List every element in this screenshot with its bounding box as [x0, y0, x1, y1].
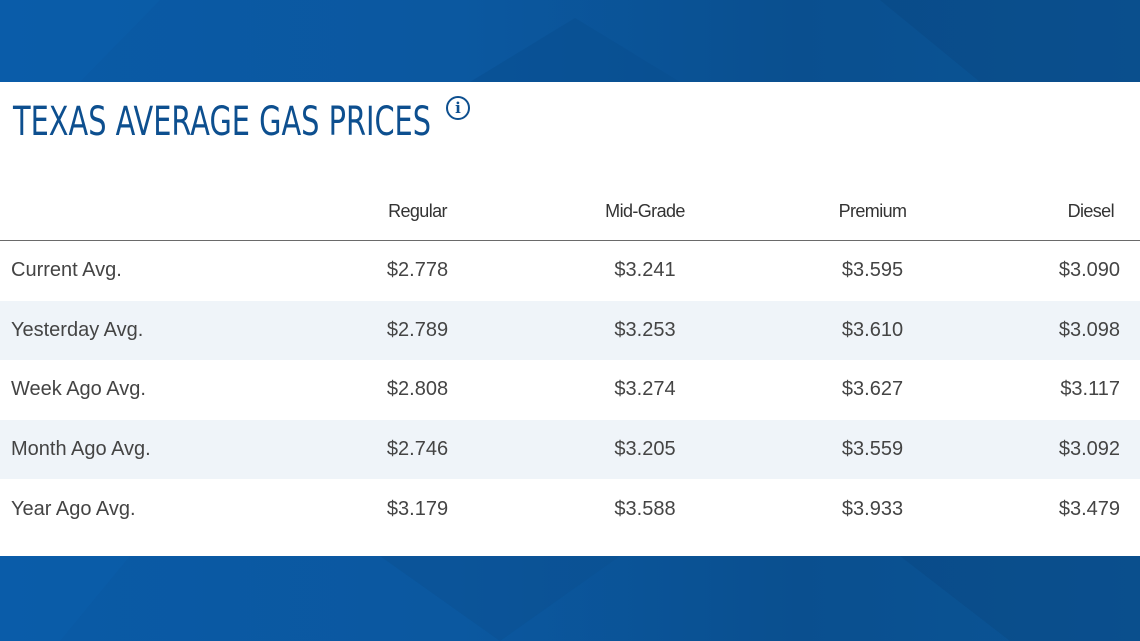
table-row: Yesterday Avg. $2.789 $3.253 $3.610 $3.0…: [0, 300, 1140, 361]
column-header-label: [0, 182, 307, 241]
diesel-price: $3.479: [1058, 497, 1120, 520]
mid-grade-price: $3.253: [528, 300, 762, 361]
premium-price: $3.933: [841, 497, 904, 520]
table-header-row: Regular Mid-Grade Premium Diesel: [0, 182, 1140, 241]
diesel-price: $3.117: [1060, 378, 1120, 401]
column-header-premium: Premium: [762, 182, 983, 241]
table-row: Week Ago Avg. $2.808 $3.274 $3.627 $3.11…: [0, 360, 1140, 420]
premium-price: $3.610: [762, 300, 983, 361]
bottom-banner: [0, 556, 1140, 641]
title-area: TEXAS AVERAGE GAS PRICES i: [13, 96, 594, 156]
diesel-price: $3.092: [983, 419, 1140, 480]
column-header-mid-grade: Mid-Grade: [528, 182, 762, 241]
premium-price: $3.559: [762, 419, 983, 480]
premium-price: $3.627: [841, 378, 904, 401]
row-label: Year Ago Avg.: [11, 497, 136, 520]
table-row: Month Ago Avg. $2.746 $3.205 $3.559 $3.0…: [0, 419, 1140, 480]
regular-price: $2.808: [386, 378, 449, 401]
table-row: Year Ago Avg. $3.179 $3.588 $3.933 $3.47…: [0, 479, 1140, 539]
column-header-diesel: Diesel: [983, 182, 1140, 241]
table-row: Current Avg. $2.778 $3.241 $3.595 $3.090: [0, 241, 1140, 301]
top-banner: [0, 0, 1140, 82]
row-label: Month Ago Avg.: [0, 419, 307, 480]
mid-grade-price: $3.588: [614, 497, 676, 520]
diesel-price: $3.098: [983, 300, 1140, 361]
diesel-price: $3.090: [1058, 259, 1120, 282]
info-icon[interactable]: i: [446, 96, 470, 120]
top-banner-pattern: [0, 0, 1140, 82]
bottom-banner-pattern: [0, 556, 1140, 641]
row-label: Yesterday Avg.: [0, 300, 307, 361]
regular-price: $2.746: [307, 419, 528, 480]
mid-grade-price: $3.241: [614, 259, 676, 282]
premium-price: $3.595: [841, 259, 904, 282]
mid-grade-price: $3.274: [614, 378, 676, 401]
page-title: TEXAS AVERAGE GAS PRICES: [13, 99, 432, 145]
regular-price: $2.789: [307, 300, 528, 361]
gas-prices-panel: TEXAS AVERAGE GAS PRICES i Regular Mid-G…: [0, 82, 1140, 556]
row-label: Current Avg.: [11, 259, 122, 282]
column-header-regular: Regular: [307, 182, 528, 241]
mid-grade-price: $3.205: [528, 419, 762, 480]
regular-price: $3.179: [386, 497, 449, 520]
regular-price: $2.778: [386, 259, 449, 282]
row-label: Week Ago Avg.: [11, 378, 146, 401]
gas-prices-table: Regular Mid-Grade Premium Diesel Current…: [0, 182, 1140, 539]
